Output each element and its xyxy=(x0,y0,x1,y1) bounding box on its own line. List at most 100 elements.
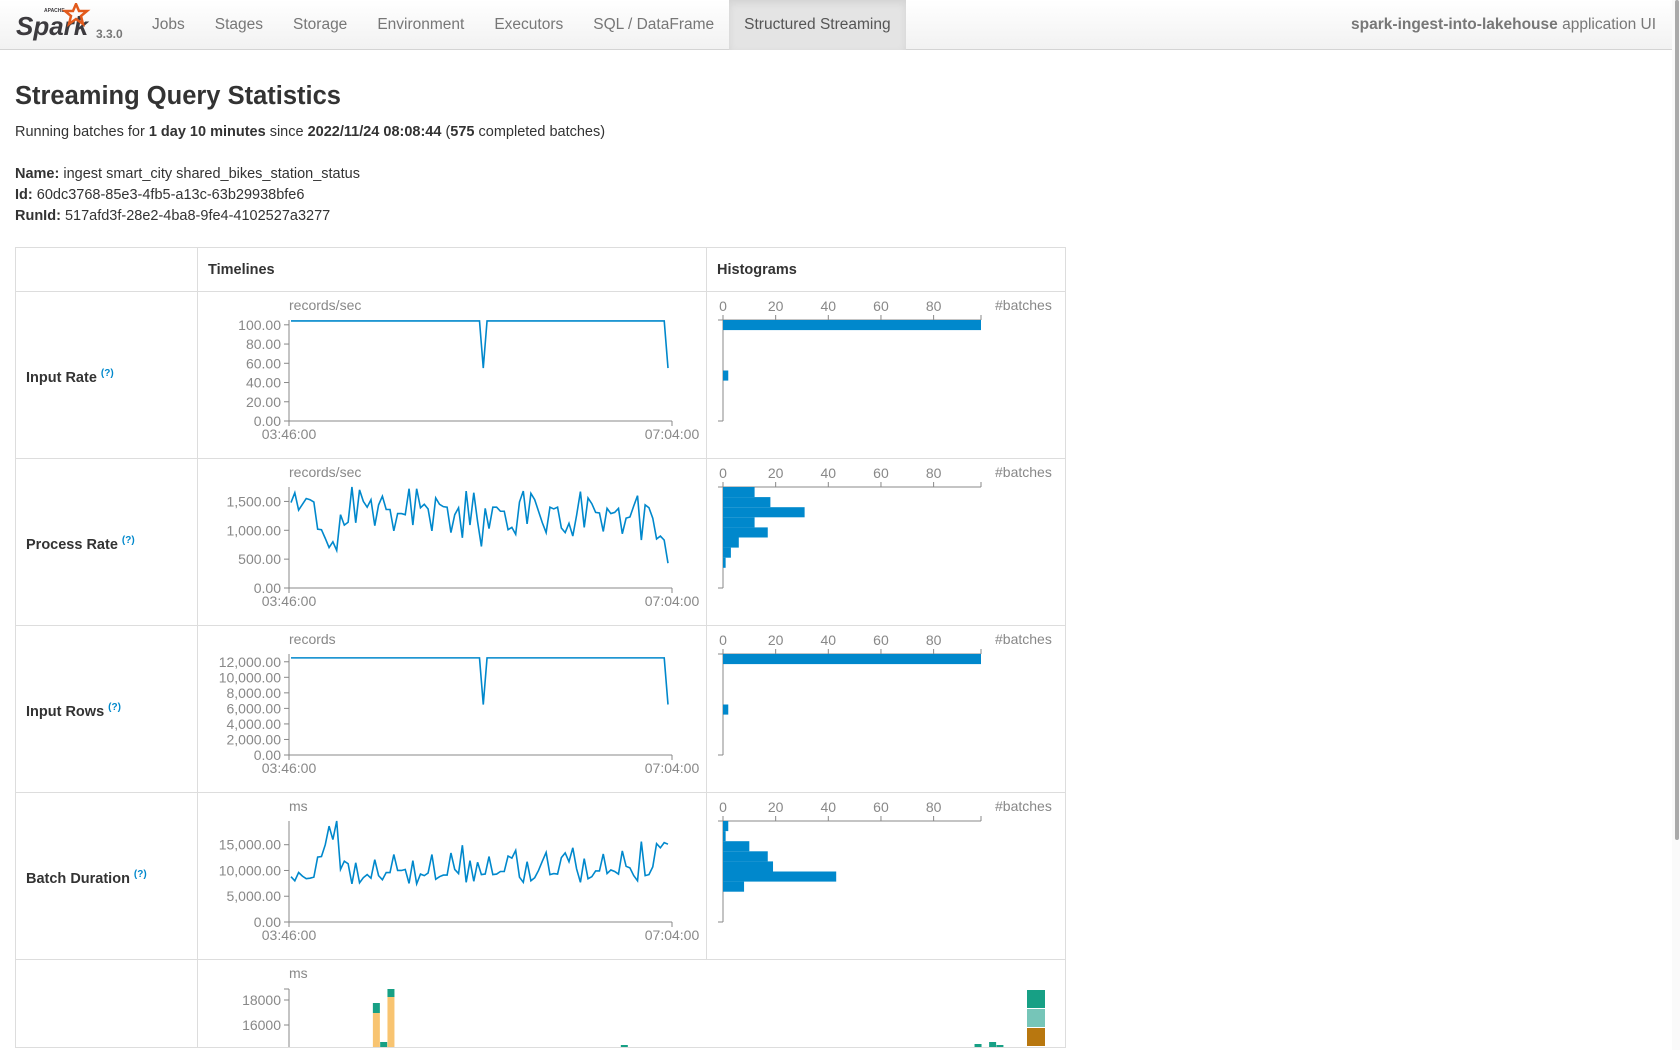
histogram-bar xyxy=(723,654,981,665)
tab-stages[interactable]: Stages xyxy=(214,16,264,33)
x-tick-label: 07:04:00 xyxy=(645,927,700,943)
y-tick-label: 8,000.00 xyxy=(227,685,282,701)
nav-tabs: Jobs Stages Storage Environment Executor… xyxy=(137,0,906,50)
stacked-bar-segment xyxy=(372,1013,380,1047)
help-tooltip-icon[interactable]: (?) xyxy=(108,702,121,713)
y-tick-label: 1,500.00 xyxy=(227,493,282,509)
statistics-table: Timelines Histograms Input Rate (?) recor… xyxy=(15,247,1066,1048)
stacked-bar-segment xyxy=(996,1045,1004,1047)
header-histograms: Histograms xyxy=(706,247,1066,292)
scrollbar-thumb[interactable] xyxy=(1675,0,1679,840)
page-title: Streaming Query Statistics xyxy=(15,82,341,110)
y-tick-label: 20.00 xyxy=(246,394,281,410)
y-tick-label: 100.00 xyxy=(238,317,281,333)
x-tick-label: 03:46:00 xyxy=(262,927,317,943)
stacked-bar-segment xyxy=(974,1044,982,1047)
histogram-bar xyxy=(723,881,745,892)
row-label-batch-duration: Batch Duration (?) xyxy=(26,869,147,887)
y-axis-unit-label: records xyxy=(289,631,336,647)
help-tooltip-icon[interactable]: (?) xyxy=(133,869,147,880)
x-tick-label: 80 xyxy=(926,465,942,481)
running-summary: Running batches for 1 day 10 minutes sin… xyxy=(15,124,606,140)
x-tick-label: 03:46:00 xyxy=(262,593,317,609)
x-tick-label: 60 xyxy=(873,465,889,481)
x-tick-label: 0 xyxy=(719,799,727,815)
histogram-input-rate: 0 20 40 60 80 #batches xyxy=(718,297,1052,422)
legend-swatch xyxy=(1027,1009,1045,1027)
histogram-bar xyxy=(723,831,726,842)
query-name: ingest smart_city shared_bikes_station_s… xyxy=(63,166,360,182)
runid-label: RunId: xyxy=(15,208,61,224)
histogram-bar xyxy=(723,320,981,331)
stacked-bar-segment xyxy=(380,1042,388,1047)
tab-environment[interactable]: Environment xyxy=(377,16,465,33)
timeline-series-line xyxy=(290,820,669,887)
timeline-cell: ms 0.00 5,000.00 10,000.00 15,000.00 03:46:00… xyxy=(197,792,707,960)
histogram-bar xyxy=(723,557,726,568)
x-tick-label: 40 xyxy=(821,298,837,314)
x-tick-label: 60 xyxy=(873,298,889,314)
tab-structured-streaming[interactable]: Structured Streaming xyxy=(729,0,906,50)
y-tick-label: 80.00 xyxy=(246,336,281,352)
y-tick-label: 12,000.00 xyxy=(219,654,281,670)
histogram-batch-duration: 0 20 40 60 80 #batches xyxy=(718,798,1052,923)
row-label-cell: Input Rows (?) xyxy=(15,625,198,793)
y-tick-label: 4,000.00 xyxy=(227,716,282,732)
x-tick-label: 20 xyxy=(768,298,784,314)
y-tick-label: 60.00 xyxy=(246,355,281,371)
y-axis-unit-label: records/sec xyxy=(289,297,361,313)
page-scrollbar[interactable] xyxy=(1672,0,1680,1050)
row-label-cell: Process Rate (?) xyxy=(15,458,198,626)
row-label-cell: Input Rate (?) xyxy=(15,291,198,459)
histogram-cell: 0 20 40 60 80 #batches xyxy=(706,291,1066,459)
histogram-bar xyxy=(723,861,774,872)
tab-storage[interactable]: Storage xyxy=(293,16,348,33)
histogram-process-rate: 0 20 40 60 80 #batches xyxy=(718,464,1052,589)
query-runid: 517afd3f-28e2-4ba8-9fe4-4102527a3277 xyxy=(64,208,331,224)
table-header: Timelines Histograms xyxy=(15,247,1066,292)
x-tick-label: 07:04:00 xyxy=(645,426,700,442)
stacked-bar-segment xyxy=(620,1045,628,1047)
table-row: ms 16000 18000 xyxy=(15,959,1066,1048)
table-row: Batch Duration (?) ms 0.00 5,000.00 10,000.0… xyxy=(15,792,1066,960)
y-axis-unit-label: ms xyxy=(289,965,308,981)
x-axis-label: #batches xyxy=(995,297,1052,313)
query-id-line: Id: 60dc3768-85e3-4fb5-a13c-63b29938bfe6 xyxy=(15,187,304,203)
spark-logo[interactable]: Spark APACHE xyxy=(14,3,94,43)
y-tick-label: 16000 xyxy=(242,1017,281,1033)
timeline-series-line xyxy=(290,486,669,564)
stacked-bar-segment xyxy=(387,989,395,997)
row-label-cell xyxy=(15,959,198,1048)
help-tooltip-icon[interactable]: (?) xyxy=(121,535,135,546)
stacked-bar-segment xyxy=(989,1042,997,1047)
completed-batches-count: 575 xyxy=(450,124,475,140)
timeline-cell: records/sec 0.00 20.00 40.00 60.00 80.00 100.0… xyxy=(197,291,707,459)
app-suffix: application UI xyxy=(1562,16,1656,33)
tab-executors[interactable]: Executors xyxy=(494,16,564,33)
histogram-bar xyxy=(723,507,805,518)
legend-swatch xyxy=(1027,1028,1045,1046)
row-label-text: Input Rows xyxy=(26,703,105,720)
tab-jobs[interactable]: Jobs xyxy=(152,16,185,33)
x-tick-label: 07:04:00 xyxy=(645,593,700,609)
help-tooltip-icon[interactable]: (?) xyxy=(100,368,114,379)
x-tick-label: 0 xyxy=(719,632,727,648)
histogram-bar xyxy=(723,487,755,498)
row-label-input-rate: Input Rate (?) xyxy=(26,368,114,386)
row-label-text: Process Rate xyxy=(26,536,118,553)
x-tick-label: 0 xyxy=(719,298,727,314)
legend-swatch xyxy=(1027,990,1045,1008)
top-navbar: Spark APACHE 3.3.0 Jobs Stages Storage E… xyxy=(0,0,1672,50)
x-axis-label: #batches xyxy=(995,798,1052,814)
app-title: spark-ingest-into-lakehouse application … xyxy=(1351,0,1656,50)
row-label-text: Input Rate xyxy=(26,369,97,386)
timeline-series-line xyxy=(291,320,669,369)
x-tick-label: 60 xyxy=(873,632,889,648)
histogram-bar xyxy=(723,841,750,852)
x-tick-label: 07:04:00 xyxy=(645,760,700,776)
tab-sql-dataframe[interactable]: SQL / DataFrame xyxy=(593,16,715,33)
y-tick-label: 500.00 xyxy=(238,551,281,567)
histogram-bar xyxy=(723,821,729,832)
row-label-text: Batch Duration xyxy=(26,870,130,887)
row-label-input-rows: Input Rows (?) xyxy=(26,702,121,720)
